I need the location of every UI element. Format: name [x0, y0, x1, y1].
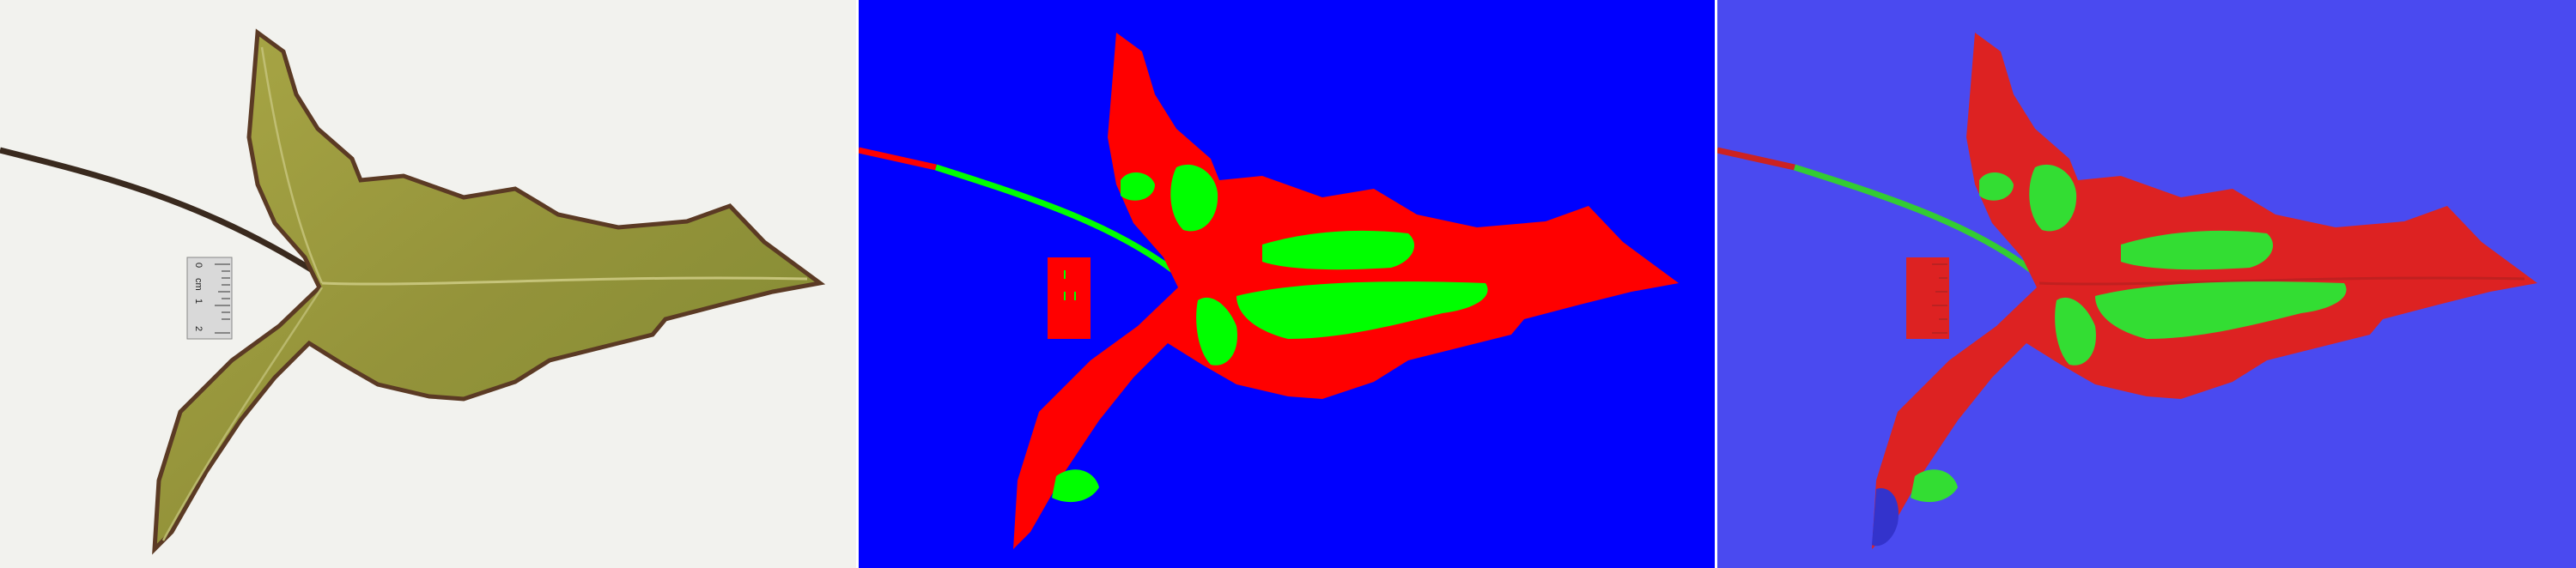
- ruler-unit-label: cm: [193, 278, 204, 291]
- mask-panel: [859, 0, 1715, 568]
- segmentation-mask: [859, 0, 1715, 568]
- ruler-tick-1: 1: [193, 299, 204, 304]
- ruler-tick-0: 0: [193, 263, 204, 268]
- mask-ruler: [1048, 257, 1091, 339]
- leaf-photo: 0 cm 1 2: [0, 0, 856, 568]
- photo-panel: 0 cm 1 2: [0, 0, 856, 568]
- overlay-ruler: [1906, 257, 1949, 339]
- overlay-panel: [1717, 0, 2576, 568]
- ruler-tick-2: 2: [193, 326, 204, 331]
- scale-ruler: 0 cm 1 2: [187, 257, 232, 339]
- mask-overlay: [1717, 0, 2576, 568]
